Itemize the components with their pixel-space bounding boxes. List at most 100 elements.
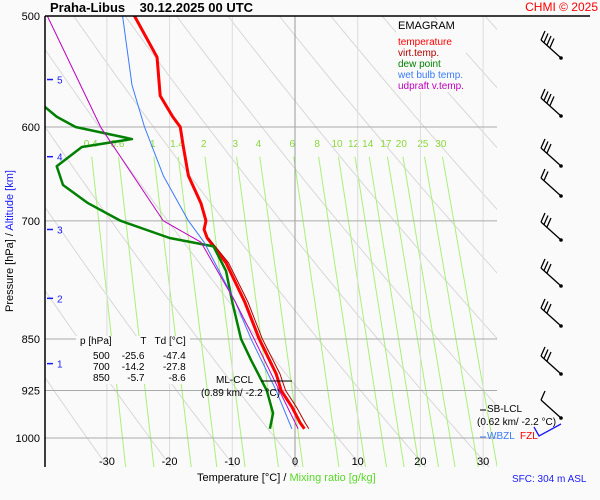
barb-station bbox=[559, 194, 563, 198]
surface-wind-icon bbox=[533, 423, 562, 437]
barb-station bbox=[559, 416, 563, 420]
barb-staff bbox=[540, 399, 562, 419]
mixing-ratio-label: 1.4 bbox=[170, 139, 184, 150]
dry-adiabat bbox=[175, 16, 497, 407]
cell: -14.2 bbox=[121, 362, 145, 373]
legend-title: EMAGRAM bbox=[398, 20, 455, 32]
barb-staff bbox=[540, 177, 562, 197]
xlabel-mixing-ratio: Mixing ratio [g/kg] bbox=[289, 472, 376, 484]
barb-feather bbox=[546, 217, 552, 228]
cell: -27.8 bbox=[162, 362, 186, 373]
barb-feather bbox=[546, 93, 552, 104]
barb-staff bbox=[540, 39, 562, 59]
altitude-tick-label: 3 bbox=[57, 225, 63, 236]
mixing-ratio-line bbox=[293, 156, 340, 467]
barb-feather bbox=[540, 168, 546, 179]
copyright: CHMI © 2025 bbox=[525, 0, 598, 14]
wind-barb-icon bbox=[540, 30, 563, 60]
y-tick-label: 600 bbox=[22, 122, 40, 134]
wbzl-label: WBZL bbox=[487, 431, 515, 442]
barb-staff bbox=[540, 355, 562, 375]
barb-feather bbox=[543, 171, 549, 181]
separator: / bbox=[4, 233, 16, 237]
mixing-ratio-label: 0.6 bbox=[111, 139, 125, 150]
barb-feather bbox=[540, 258, 546, 269]
series-dew-point bbox=[45, 105, 275, 430]
dry-adiabat bbox=[45, 48, 363, 467]
barb-feather bbox=[540, 390, 546, 401]
y-tick-label: 850 bbox=[22, 334, 40, 346]
wind-barb-icon bbox=[540, 390, 563, 420]
barb-station bbox=[559, 56, 563, 60]
dry-adiabat bbox=[45, 206, 236, 467]
sb-lcl-value: (0.62 km/ -2.2 °C) bbox=[477, 417, 557, 428]
series-wet-bulb-temp- bbox=[122, 16, 293, 429]
mixing-ratio-line bbox=[318, 156, 366, 467]
table-row: 850 -5.7 -8.6 bbox=[76, 373, 190, 384]
barb-station bbox=[559, 372, 563, 376]
x-tick-label: -10 bbox=[224, 456, 240, 468]
legend: EMAGRAM temperature virt.temp. dew point… bbox=[396, 20, 466, 92]
mixing-ratio-label: 25 bbox=[417, 139, 429, 150]
altitude-tick-label: 5 bbox=[57, 76, 63, 87]
mixing-ratio-line bbox=[177, 156, 218, 467]
barb-feather bbox=[546, 35, 552, 46]
cell: 850 bbox=[93, 373, 110, 384]
barb-feather bbox=[543, 91, 549, 101]
barb-feather bbox=[540, 212, 546, 223]
mixing-ratio-line bbox=[153, 156, 192, 467]
mixing-ratio-line bbox=[337, 156, 387, 467]
mixing-ratio-line bbox=[368, 156, 420, 467]
mixing-ratio-label: 3 bbox=[232, 139, 238, 150]
wind-barb-icon bbox=[540, 138, 563, 168]
mixing-ratio-label: 2 bbox=[201, 139, 207, 150]
mixing-ratio-label: 20 bbox=[396, 139, 408, 150]
plot-area: 0.4 0.6 1 1.4 2 3 4 6 8 10 12 14 17 20 25 30 bbox=[45, 0, 600, 473]
wind-barb-icon bbox=[540, 168, 563, 198]
mixing-ratio-label: 6 bbox=[290, 139, 296, 150]
ylabel-altitude: Altitude [km] bbox=[4, 170, 16, 231]
mixing-ratio-line bbox=[424, 156, 479, 467]
mixing-ratio-line bbox=[118, 156, 155, 467]
altitude-tick-label: 2 bbox=[57, 294, 63, 305]
barb-staff bbox=[540, 147, 562, 167]
dry-adiabat bbox=[330, 16, 497, 211]
surface-info: SFC: 304 m ASL bbox=[512, 474, 587, 485]
altitude-tick-label: 1 bbox=[57, 360, 63, 371]
legend-virt-temp: virt.temp. bbox=[398, 48, 440, 59]
wind-barb-icon bbox=[540, 346, 563, 376]
mixing-ratio-label: 4 bbox=[256, 139, 262, 150]
barb-feather bbox=[543, 349, 549, 359]
wind-barb-icon bbox=[540, 258, 563, 288]
datetime: 30.12.2025 00 UTC bbox=[139, 0, 254, 15]
wind-barb-icon bbox=[540, 298, 563, 328]
dry-adiabat bbox=[45, 376, 109, 467]
table-header: Td [°C] bbox=[154, 336, 186, 347]
barb-feather bbox=[546, 303, 552, 314]
barb-station bbox=[559, 324, 563, 328]
cell: -8.6 bbox=[168, 373, 186, 384]
mixing-ratio-label: 8 bbox=[314, 139, 320, 150]
legend-updraft: udpraft v.temp. bbox=[398, 81, 464, 92]
cell: 700 bbox=[93, 362, 110, 373]
mixing-ratio-label: 14 bbox=[362, 139, 374, 150]
sb-lcl-label: SB-LCL bbox=[487, 404, 523, 415]
barb-feather bbox=[543, 215, 549, 225]
mixing-ratio-label: 10 bbox=[331, 139, 343, 150]
mixing-ratio-line bbox=[441, 156, 497, 467]
xlabel-temperature: Temperature [°C] bbox=[197, 472, 281, 484]
barb-feather bbox=[540, 88, 546, 99]
barb-station bbox=[559, 114, 563, 118]
cell: 500 bbox=[93, 351, 110, 362]
barb-feather bbox=[540, 346, 546, 357]
barb-feather bbox=[540, 138, 546, 149]
mixing-ratio-line bbox=[354, 156, 405, 467]
mixing-ratio-label: 17 bbox=[380, 139, 392, 150]
dry-adiabat bbox=[565, 0, 600, 473]
table-header: p [hPa] bbox=[80, 336, 112, 347]
fzl-label: FZL bbox=[520, 431, 538, 442]
station-name: Praha-Libus bbox=[50, 0, 126, 15]
table-row: 500 -25.6 -47.4 bbox=[76, 351, 190, 362]
mixing-ratio-label: 30 bbox=[435, 139, 447, 150]
barb-staff bbox=[540, 267, 562, 287]
